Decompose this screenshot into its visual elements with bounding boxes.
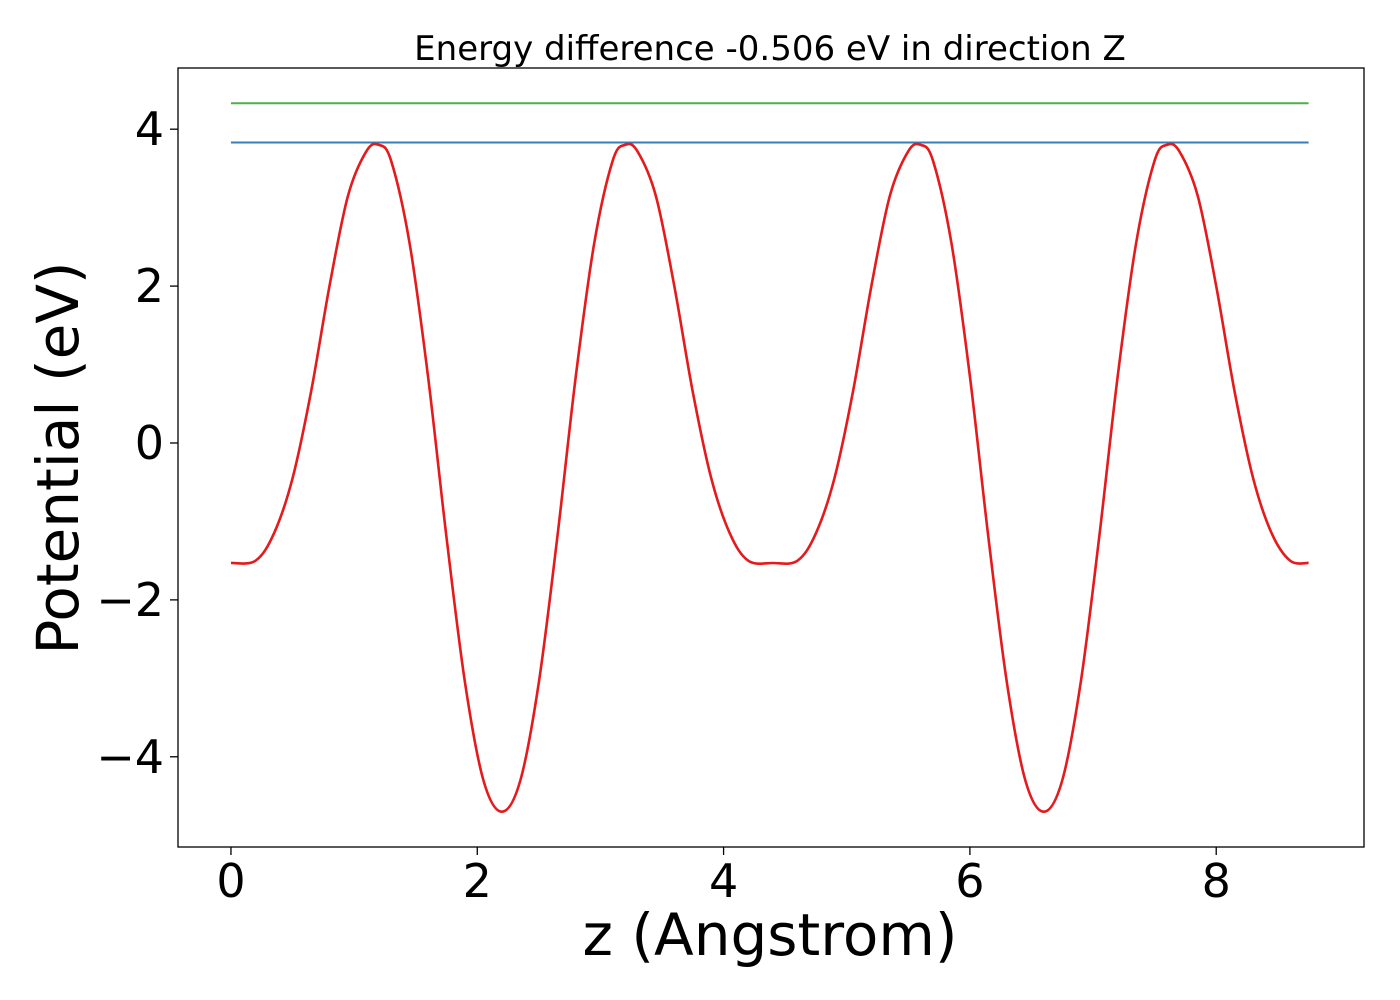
y-axis: −4 −2 0 2 4	[96, 102, 178, 784]
y-tick-label: 0	[135, 416, 164, 470]
x-tick-label: 8	[1202, 854, 1231, 908]
chart-title: Energy difference -0.506 eV in direction…	[414, 29, 1126, 69]
y-axis-label: Potential (eV)	[24, 261, 92, 654]
y-tick-label: −4	[96, 730, 164, 784]
y-tick-label: −2	[96, 573, 164, 627]
axes-frame	[177, 67, 1365, 848]
x-tick-label: 4	[709, 854, 738, 908]
x-tick-label: 0	[216, 854, 245, 908]
x-tick-label: 2	[463, 854, 492, 908]
y-tick-label: 4	[135, 102, 164, 156]
potential-line	[230, 142, 1309, 813]
plot-area	[230, 102, 1309, 813]
x-axis: 0 2 4 6 8	[216, 847, 1231, 908]
y-tick-label: 2	[135, 259, 164, 313]
x-tick-label: 6	[955, 854, 984, 908]
x-axis-label: z (Angstrom)	[583, 901, 958, 969]
